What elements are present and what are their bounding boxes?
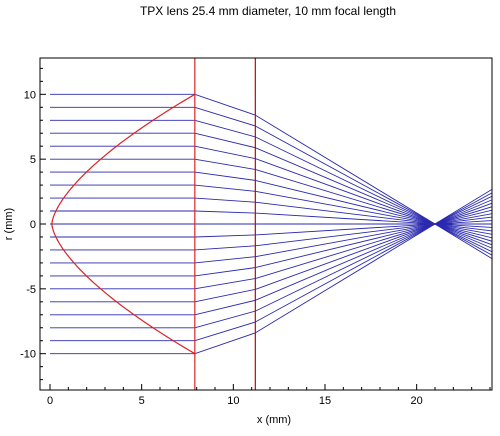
plot-area <box>50 58 492 390</box>
y-tick-label: 10 <box>24 89 36 101</box>
y-tick-label: 5 <box>30 154 36 166</box>
ray-line <box>50 93 492 260</box>
x-tick-label: 15 <box>319 395 331 407</box>
ray-line <box>50 195 492 329</box>
x-tick-label: 5 <box>139 395 145 407</box>
ray-line <box>50 188 492 355</box>
ray-line <box>50 192 492 342</box>
x-tick-label: 20 <box>411 395 423 407</box>
y-axis-label: r (mm) <box>3 208 15 240</box>
y-tick-label: -10 <box>20 349 36 361</box>
axes: 0 5 10 15 20 -10 -5 0 5 10 <box>20 67 491 407</box>
ray-line <box>50 197 492 232</box>
ray-line <box>50 171 492 239</box>
x-axis-label: x (mm) <box>257 414 291 426</box>
lens-front-surface <box>51 93 196 355</box>
x-tick-label: 10 <box>227 395 239 407</box>
ray-line <box>50 209 492 277</box>
ray-line <box>50 119 492 253</box>
y-tick-label: 0 <box>30 219 36 231</box>
plot-content <box>50 58 492 390</box>
x-tick-label: 0 <box>47 395 53 407</box>
ray-line <box>50 106 492 256</box>
chart-title: TPX lens 25.4 mm diameter, 10 mm focal l… <box>140 4 396 18</box>
y-tick-label: -5 <box>26 284 36 296</box>
ray-line <box>50 216 492 251</box>
